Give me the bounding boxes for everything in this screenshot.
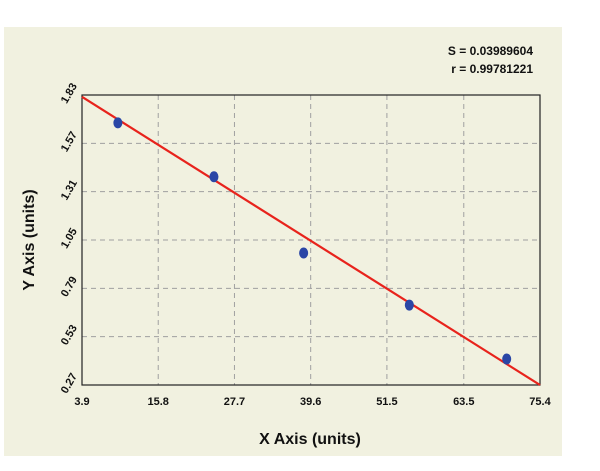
data-point [502, 353, 512, 365]
x-tick-label: 75.4 [529, 396, 551, 408]
y-tick-label: 1.05 [59, 226, 80, 251]
x-tick-label: 63.5 [453, 396, 474, 408]
x-tick-label: 39.6 [300, 396, 321, 408]
data-point [113, 117, 123, 129]
x-axis-title: X Axis (units) [259, 431, 361, 448]
y-axis-title: Y Axis (units) [21, 189, 38, 290]
r-statistic: r = 0.99781221 [451, 62, 533, 76]
y-tick-label: 0.53 [59, 323, 80, 348]
grid-lines [82, 95, 540, 385]
y-tick-label: 0.79 [59, 275, 80, 300]
data-point [209, 171, 219, 183]
y-tick-label: 0.27 [59, 371, 80, 396]
data-point [404, 299, 414, 311]
y-tick-labels: 0.27 0.53 0.79 1.05 1.31 1.57 1.83 [59, 81, 80, 396]
y-tick-label: 1.31 [59, 178, 80, 203]
data-points [113, 117, 512, 365]
x-tick-labels: 3.9 15.8 27.7 39.6 51.5 63.5 75.4 [74, 396, 551, 408]
fit-line-layer [81, 95, 541, 386]
y-tick-label: 1.57 [59, 130, 80, 155]
x-tick-label: 3.9 [74, 396, 89, 408]
x-tick-label: 15.8 [148, 396, 169, 408]
plot-frame [81, 94, 541, 386]
x-tick-label: 51.5 [376, 396, 397, 408]
x-tick-label: 27.7 [224, 396, 245, 408]
s-statistic: S = 0.03989604 [448, 44, 533, 58]
fit-line [81, 95, 541, 386]
y-tick-label: 1.83 [59, 81, 80, 106]
data-point [299, 247, 309, 259]
